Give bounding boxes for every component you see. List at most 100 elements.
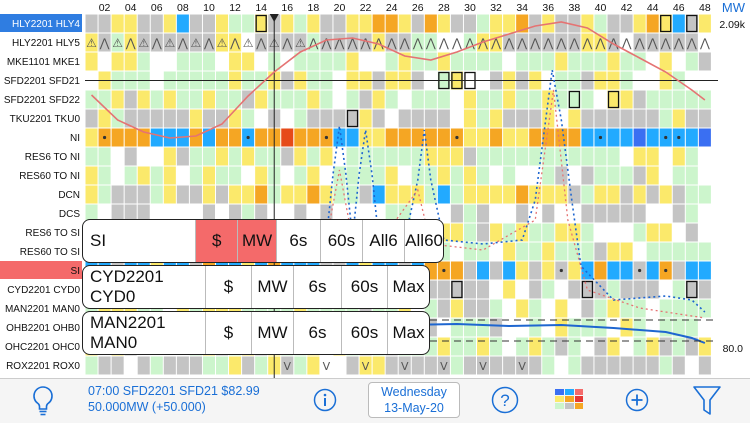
overlay-option-all6-button[interactable]: All6	[362, 220, 404, 262]
heat-cell	[607, 166, 620, 185]
heat-cell	[242, 109, 255, 128]
heat-cell	[411, 128, 424, 147]
chevron-glyph: ⋀	[347, 36, 358, 50]
heat-cell	[555, 318, 568, 337]
heat-cell	[594, 52, 607, 71]
heat-cell	[294, 204, 307, 223]
colour-scheme-icon[interactable]	[552, 386, 586, 412]
heat-cell	[568, 90, 581, 109]
heat-cell	[477, 242, 490, 261]
filter-icon[interactable]	[690, 383, 724, 419]
heat-cell	[150, 33, 163, 52]
heat-cell	[555, 14, 568, 33]
heat-cell	[607, 261, 620, 280]
date-value: 13-May-20	[384, 401, 444, 415]
overlay-option-mw-button[interactable]: MW	[251, 312, 293, 354]
heat-cell	[124, 128, 137, 147]
heat-cell	[372, 14, 385, 33]
heat-cell	[98, 147, 111, 166]
overlay-option-max-button[interactable]: Max	[387, 312, 429, 354]
heat-cell	[137, 52, 150, 71]
heat-cell	[163, 356, 176, 375]
heat-cell	[137, 185, 150, 204]
heat-cell	[463, 14, 476, 33]
overlay-option-6s-button[interactable]: 6s	[293, 266, 341, 308]
overlay-option-60s-button[interactable]: 60s	[341, 266, 387, 308]
heat-cell	[581, 261, 594, 280]
overlay-option-60s-button[interactable]: 60s	[341, 312, 387, 354]
overlay-option--button[interactable]: $	[205, 266, 251, 308]
selection-info[interactable]: 07:00 SFD2201 SFD21 $82.99 50.000MW (+50…	[88, 383, 260, 415]
heat-cell	[477, 147, 490, 166]
heat-cell	[659, 90, 672, 109]
heat-cell	[633, 356, 646, 375]
chevron-glyph: ⋀	[412, 36, 423, 50]
heat-cell	[477, 299, 490, 318]
heat-cell	[463, 185, 476, 204]
overlay-option--button[interactable]: $	[205, 312, 251, 354]
heat-cell	[685, 52, 698, 71]
overlay-option-max-button[interactable]: Max	[387, 266, 429, 308]
heat-cell	[359, 166, 372, 185]
heat-cell	[633, 14, 646, 33]
data-dot	[442, 268, 446, 273]
heat-cell	[516, 185, 529, 204]
heat-cell	[385, 52, 398, 71]
heat-cell	[490, 90, 503, 109]
info-icon[interactable]	[311, 386, 339, 414]
heat-cell	[346, 185, 359, 204]
heat-cell	[529, 90, 542, 109]
overlay-option-60s-button[interactable]: 60s	[319, 220, 362, 262]
heat-cell	[450, 52, 463, 71]
chevron-glyph: ⋀	[177, 36, 188, 50]
heat-cell	[542, 204, 555, 223]
heat-cell	[503, 14, 516, 33]
heat-cell	[685, 33, 698, 52]
row-label: TKU2201 TKU0	[10, 114, 81, 125]
heat-cell	[124, 109, 137, 128]
unit-label: MW	[722, 0, 746, 15]
heat-cell	[581, 52, 594, 71]
heat-cell	[685, 14, 698, 33]
help-icon[interactable]: ?	[489, 384, 521, 416]
heat-cell	[672, 356, 685, 375]
heat-cell	[529, 318, 542, 337]
row-label: DCN	[58, 190, 80, 201]
heat-cell	[202, 52, 215, 71]
overlay-option-6s-button[interactable]: 6s	[275, 220, 320, 262]
heat-cell	[607, 14, 620, 33]
heat-cell	[398, 185, 411, 204]
heat-cell	[372, 33, 385, 52]
bulb-icon[interactable]	[28, 384, 58, 418]
heat-cell	[581, 33, 594, 52]
heat-cell	[437, 128, 450, 147]
heat-cell	[646, 223, 659, 242]
heat-cell	[555, 52, 568, 71]
date-button[interactable]: Wednesday 13-May-20	[368, 382, 460, 418]
heat-cell	[385, 90, 398, 109]
chevron-glyph: ⋀	[307, 36, 318, 50]
heat-cell	[124, 90, 137, 109]
overlay-option--button[interactable]: $	[195, 220, 238, 262]
heat-cell	[620, 128, 633, 147]
overlay-option-6s-button[interactable]: 6s	[293, 312, 341, 354]
overlay-option-mw-button[interactable]: MW	[251, 266, 293, 308]
overlay-option-all60-button[interactable]: All60	[404, 220, 443, 262]
chevron-glyph: V	[323, 360, 331, 373]
overlay-option-mw-button[interactable]: MW	[237, 220, 276, 262]
heat-cell	[568, 242, 581, 261]
heat-cell	[685, 337, 698, 356]
column-header: 28	[438, 2, 450, 14]
heat-cell	[98, 166, 111, 185]
heat-cell	[633, 318, 646, 337]
heat-cell	[555, 90, 568, 109]
heat-cell	[463, 147, 476, 166]
heat-cell	[359, 14, 372, 33]
heat-cell	[555, 299, 568, 318]
heat-cell	[529, 261, 542, 280]
heat-cell	[490, 261, 503, 280]
heat-cell	[346, 90, 359, 109]
heat-cell	[124, 166, 137, 185]
add-icon[interactable]	[623, 386, 651, 414]
